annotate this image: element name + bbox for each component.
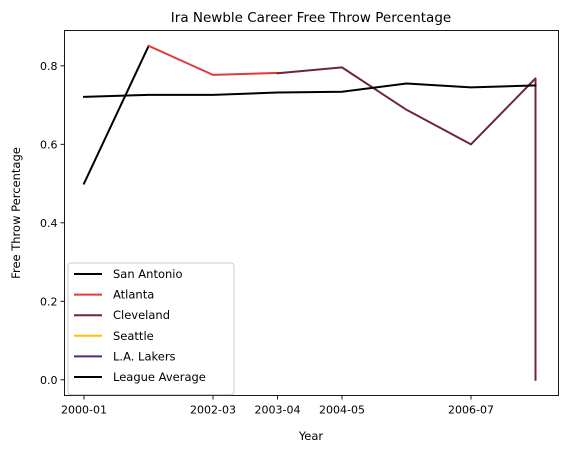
y-tick-label: 0.2 xyxy=(40,295,58,308)
series-line-cleveland xyxy=(276,66,537,381)
series-line-atlanta xyxy=(147,44,279,76)
legend-label: L.A. Lakers xyxy=(113,349,176,363)
y-axis-label: Free Throw Percentage xyxy=(9,147,23,279)
plot-area xyxy=(82,44,537,381)
y-tick-label: 0.6 xyxy=(40,138,58,151)
y-axis: 0.0 0.2 0.4 0.6 0.8 xyxy=(40,60,65,387)
legend-label: League Average xyxy=(113,370,206,384)
legend-label: San Antonio xyxy=(113,267,183,281)
x-tick-label: 2002-03 xyxy=(190,404,236,417)
legend-label: Atlanta xyxy=(113,288,154,302)
x-tick-label: 2006-07 xyxy=(448,404,494,417)
series-line-san-antonio xyxy=(82,44,150,185)
y-tick-label: 0.8 xyxy=(40,60,58,73)
x-axis-label: Year xyxy=(298,429,324,443)
x-tick-label: 2003-04 xyxy=(255,404,301,417)
legend-box xyxy=(67,262,235,396)
legend-label: Seattle xyxy=(113,329,154,343)
series-line-league-average xyxy=(82,82,537,98)
x-tick-label: 2004-05 xyxy=(319,404,365,417)
x-axis: 2000-01 2002-03 2003-04 2004-05 2006-07 xyxy=(61,395,494,417)
y-tick-label: 0.0 xyxy=(40,374,58,387)
plot-frame xyxy=(64,30,559,396)
x-tick-label: 2000-01 xyxy=(61,404,107,417)
y-tick-label: 0.4 xyxy=(40,217,58,230)
legend: San Antonio Atlanta Cleveland Seattle L.A. L… xyxy=(67,262,235,396)
chart-title: Ira Newble Career Free Throw Percentage xyxy=(171,10,451,26)
legend-label: Cleveland xyxy=(113,308,170,322)
